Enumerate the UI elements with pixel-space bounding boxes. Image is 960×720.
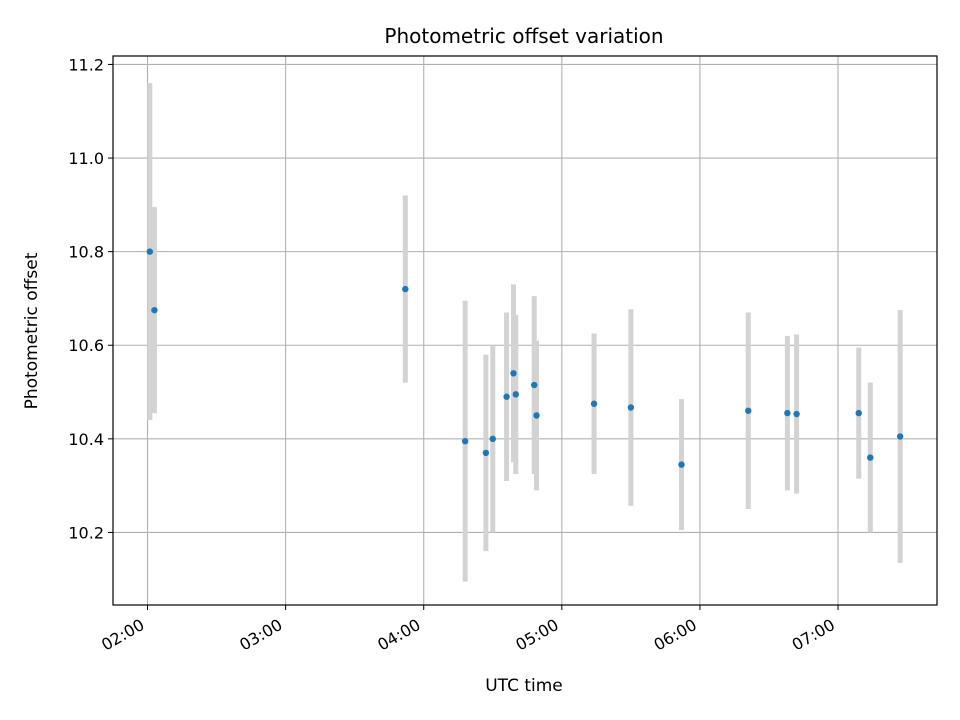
grid-lines xyxy=(113,56,937,605)
y-tick-label: 10.6 xyxy=(68,336,104,355)
y-tick-label: 10.2 xyxy=(68,523,104,542)
data-point xyxy=(402,285,409,293)
data-point xyxy=(531,381,538,389)
data-point xyxy=(784,409,791,417)
data-point xyxy=(867,454,874,461)
data-point xyxy=(855,409,862,417)
data-point xyxy=(151,306,158,314)
data-point xyxy=(461,437,469,445)
data-point xyxy=(146,248,154,255)
y-tick-label: 11.2 xyxy=(68,55,104,74)
y-tick-label: 10.8 xyxy=(68,243,104,262)
data-point xyxy=(896,433,904,440)
data-point xyxy=(627,404,635,411)
data-points xyxy=(146,248,904,468)
data-point xyxy=(503,393,510,400)
data-point xyxy=(793,410,800,418)
data-point xyxy=(678,461,685,468)
data-point xyxy=(512,391,519,398)
y-axis-label: Photometric offset xyxy=(22,252,42,409)
x-axis-label: UTC time xyxy=(485,676,563,696)
data-point xyxy=(533,412,540,419)
chart-title: Photometric offset variation xyxy=(384,24,663,48)
data-point xyxy=(590,400,598,407)
y-tick-label: 11.0 xyxy=(68,149,104,168)
data-point xyxy=(482,449,490,457)
plot-area-frame xyxy=(112,55,938,606)
data-point xyxy=(510,370,517,377)
data-point xyxy=(489,435,496,443)
y-axis-ticks: 10.2 10.4 10.6 10.8 11.0 11.2 xyxy=(68,55,113,542)
y-tick-label: 10.4 xyxy=(68,430,104,449)
data-point xyxy=(745,407,752,414)
